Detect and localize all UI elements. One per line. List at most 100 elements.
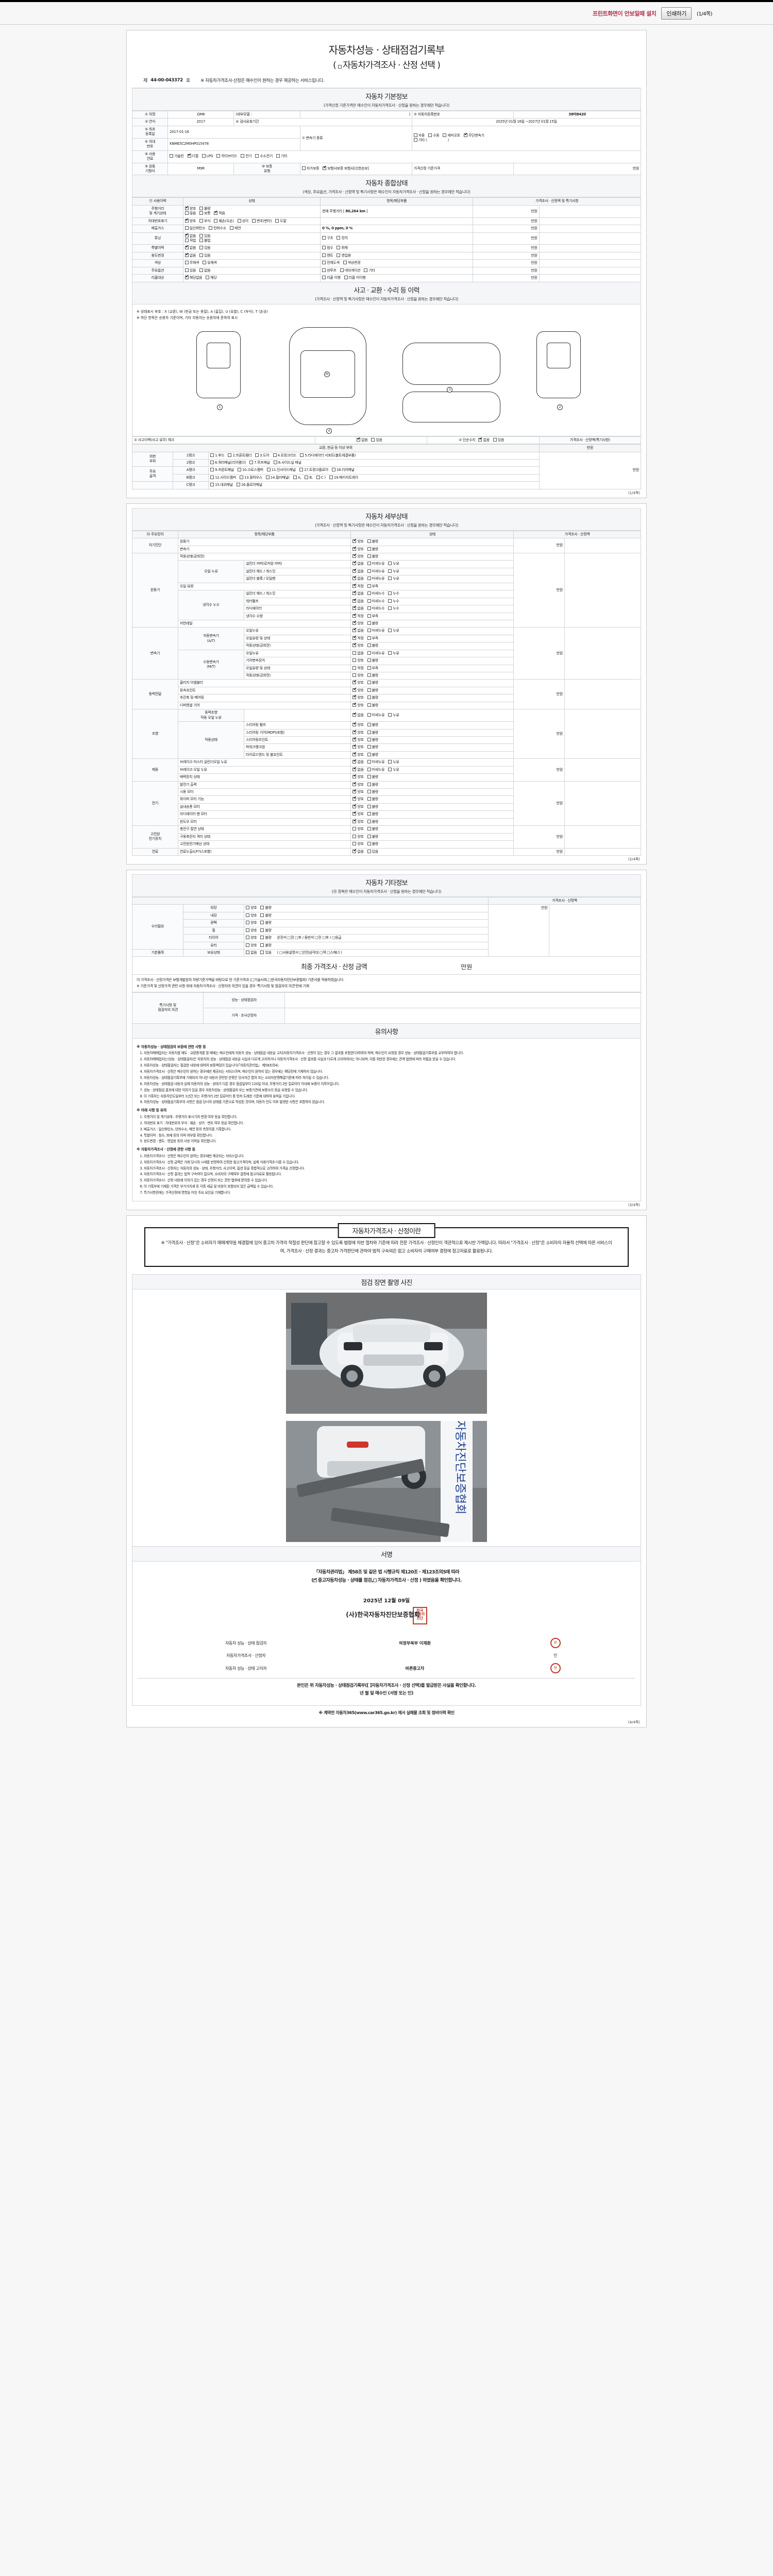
detail-price-note[interactable] (564, 552, 642, 628)
checkbox-icon[interactable] (199, 246, 203, 250)
checkbox-icon[interactable] (343, 261, 347, 265)
checkbox-icon[interactable] (352, 694, 357, 700)
checkbox-icon[interactable] (367, 658, 371, 663)
checkbox-icon[interactable] (323, 165, 327, 171)
checkbox-icon[interactable] (246, 936, 250, 940)
checkbox-icon[interactable] (184, 275, 189, 280)
checkbox-icon[interactable] (388, 651, 392, 655)
overall-state2-option[interactable]: 많음 (184, 211, 196, 216)
overall-state-option[interactable]: 해당없음 (184, 275, 203, 280)
detail-state-option[interactable]: 양호 (352, 694, 364, 700)
detail-state-option[interactable]: 부족 (367, 614, 378, 619)
detail-state-option[interactable]: 불량 (367, 804, 378, 809)
overall-row-note[interactable] (539, 244, 642, 252)
checkbox-icon[interactable] (246, 906, 250, 910)
overall-state-option[interactable]: 있음 (199, 253, 211, 258)
part-option[interactable]: 18.리어패널 (331, 468, 355, 472)
accident-history-option[interactable]: 있음 (371, 437, 382, 443)
detail-state-option[interactable]: 없음 (352, 651, 364, 656)
detail-state-option[interactable]: 없음 (352, 628, 364, 633)
overall-state-option[interactable]: 불량 (199, 206, 211, 211)
checkbox-icon[interactable] (367, 760, 371, 764)
checkbox-icon[interactable] (352, 583, 357, 588)
checkbox-icon[interactable] (266, 468, 271, 472)
part-option[interactable]: 7.루프패널 (249, 460, 270, 465)
detail-state-option[interactable]: 양호 (352, 811, 364, 817)
fuel-option[interactable]: 전기 (241, 154, 252, 159)
overall-item-option[interactable]: 전체도색 (322, 261, 340, 265)
overall-row-state[interactable]: 있음 없음 (182, 266, 321, 275)
detail-state-option[interactable]: 누유 (388, 651, 399, 656)
parts-item-list[interactable]: 15.대쉬패널 16.플로어패널 (208, 481, 540, 489)
detail-state-option[interactable]: 양호 (352, 702, 364, 708)
checkbox-icon[interactable] (352, 730, 357, 734)
detail-state-option[interactable]: 불량 (367, 547, 378, 552)
fuel-option[interactable]: 수소전기 (255, 154, 273, 159)
checkbox-icon[interactable] (367, 539, 371, 544)
checkbox-icon[interactable] (367, 636, 371, 640)
checkbox-icon[interactable] (357, 437, 361, 442)
detail-state-option[interactable]: 누유 (388, 767, 399, 772)
detail-state-option[interactable]: 불량 (367, 703, 378, 708)
checkbox-icon[interactable] (367, 696, 371, 700)
overall-row-state[interactable]: 일산화탄소 탄화수소 매연 (182, 225, 321, 233)
simple-repair-option[interactable]: 없음 (478, 437, 490, 443)
detail-state-option[interactable]: 불량 (367, 554, 378, 559)
checkbox-icon[interactable] (388, 577, 392, 581)
other-state-option[interactable]: 불량 (260, 913, 272, 918)
detail-state-option[interactable]: 불량 (367, 658, 378, 663)
detail-state-option[interactable]: 불량 (367, 834, 378, 839)
checkbox-icon[interactable] (237, 468, 241, 472)
overall-row-note[interactable] (539, 232, 642, 245)
overall-item-option[interactable]: 기타 (364, 268, 375, 273)
checkbox-icon[interactable] (184, 245, 189, 250)
checkbox-icon[interactable] (239, 475, 243, 479)
other-price-note[interactable] (549, 904, 641, 957)
detail-state-option[interactable]: 누수 (388, 606, 399, 611)
checkbox-icon[interactable] (352, 849, 357, 853)
detail-state-option[interactable]: 미세누수 (367, 599, 385, 604)
overall-state-option[interactable]: 없음 (199, 268, 211, 273)
fuel-option[interactable]: 하이브리드 (216, 154, 237, 159)
overall-state-option[interactable]: 없음 (184, 245, 196, 250)
checkbox-icon[interactable] (260, 913, 264, 917)
detail-state-option[interactable]: 양호 (352, 782, 364, 787)
checkbox-icon[interactable] (337, 253, 341, 257)
checkbox-icon[interactable] (367, 782, 371, 786)
checkbox-icon[interactable] (352, 628, 357, 633)
fuel-option[interactable]: 기타 (276, 154, 288, 159)
checkbox-icon[interactable] (352, 819, 357, 823)
checkbox-icon[interactable] (199, 211, 203, 215)
overall-state-option[interactable]: 있음 (199, 246, 211, 250)
overall-item-option[interactable]: 렌트 (322, 253, 333, 258)
price-survey-done-checkbox[interactable] (373, 1578, 377, 1582)
part-option[interactable]: 3.도어 (255, 453, 270, 458)
other-state-option[interactable]: 불량 (260, 906, 272, 910)
detail-price-note[interactable] (564, 679, 642, 710)
checkbox-icon[interactable] (322, 268, 326, 272)
other-state-option[interactable]: 불량 (260, 936, 272, 940)
checkbox-icon[interactable] (273, 453, 277, 457)
detail-state-option[interactable]: 불량 (367, 812, 378, 817)
checkbox-icon[interactable] (352, 811, 357, 816)
checkbox-icon[interactable] (367, 775, 371, 779)
detail-state-option[interactable]: 있음 (367, 849, 378, 854)
checkbox-icon[interactable] (184, 218, 189, 223)
checkbox-icon[interactable] (199, 253, 203, 257)
part-option[interactable]: 4.트렁크리드 (273, 453, 297, 458)
checkbox-icon[interactable] (352, 759, 357, 764)
checkbox-icon[interactable] (260, 951, 264, 954)
